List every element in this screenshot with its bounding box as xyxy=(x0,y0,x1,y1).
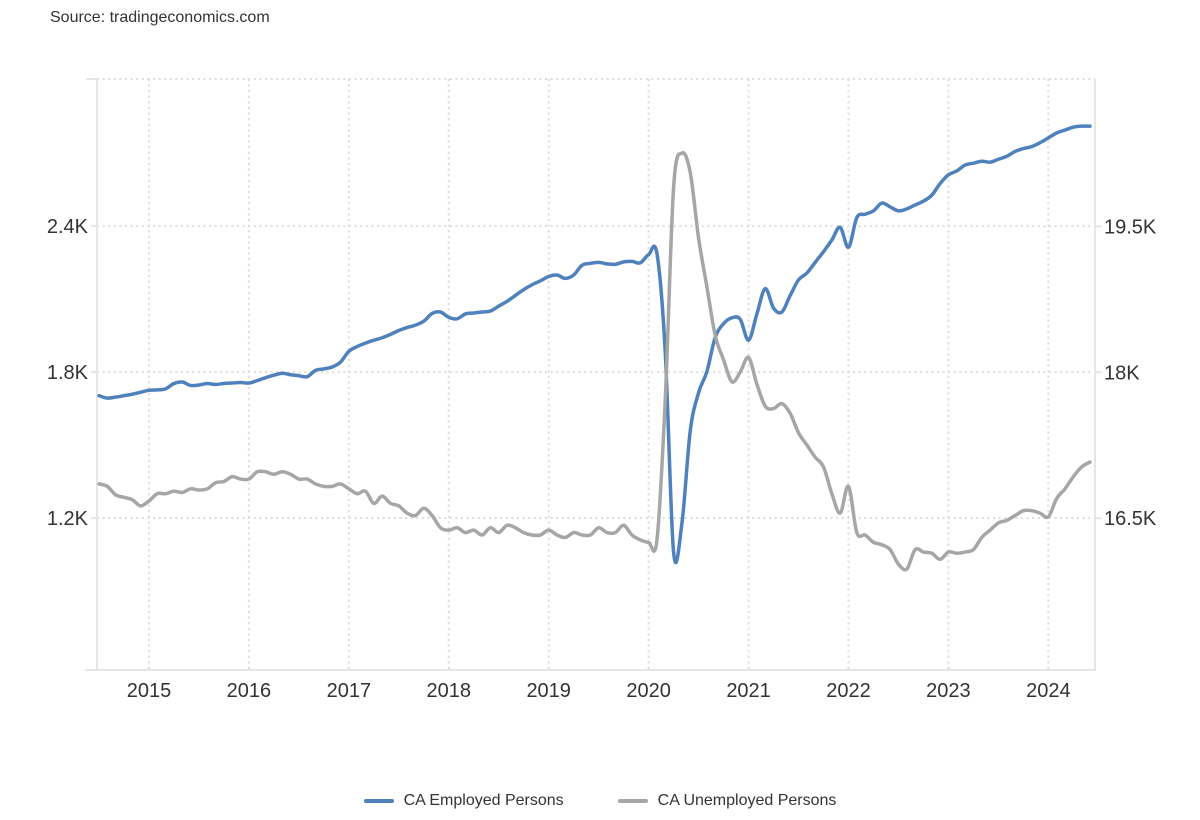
legend-swatch-unemployed-icon xyxy=(617,799,648,803)
x-axis-tick-label: 2024 xyxy=(1026,680,1071,702)
x-axis-tick-label: 2015 xyxy=(127,680,172,702)
source-label: Source: tradingeconomics.com xyxy=(50,9,270,26)
legend-item-employed[interactable]: CA Employed Persons xyxy=(363,792,564,810)
x-axis-tick-label: 2018 xyxy=(427,680,472,702)
y-axis-right-tick-label: 16.5K xyxy=(1104,508,1157,530)
legend-swatch-employed-icon xyxy=(363,799,394,803)
x-axis-tick-label: 2016 xyxy=(227,680,272,702)
unemployed-series-line xyxy=(97,150,1092,572)
x-axis-tick-label: 2019 xyxy=(526,680,571,702)
legend-label-employed: CA Employed Persons xyxy=(403,792,564,809)
x-axis-tick-label: 2021 xyxy=(726,680,771,702)
x-axis-tick-label: 2023 xyxy=(926,680,971,702)
x-axis-tick-label: 2020 xyxy=(626,680,671,702)
x-axis-tick-label: 2017 xyxy=(327,680,372,702)
y-axis-right-tick-label: 18K xyxy=(1104,362,1140,384)
y-axis-left-tick-label: 1.2K xyxy=(47,508,89,530)
y-axis-right-tick-label: 19.5K xyxy=(1104,216,1157,238)
y-axis-left-tick-label: 2.4K xyxy=(47,216,89,238)
x-axis-tick-label: 2022 xyxy=(826,680,871,702)
legend: CA Employed Persons CA Unemployed Person… xyxy=(0,792,1200,810)
legend-item-unemployed[interactable]: CA Unemployed Persons xyxy=(617,792,837,810)
legend-label-unemployed: CA Unemployed Persons xyxy=(657,792,837,809)
y-axis-left-tick-label: 1.8K xyxy=(47,362,89,384)
line-chart: 2015 2016 2017 2018 2019 2020 2021 2022 2023 2024… xyxy=(47,78,1157,702)
employed-series-line xyxy=(97,124,1092,565)
